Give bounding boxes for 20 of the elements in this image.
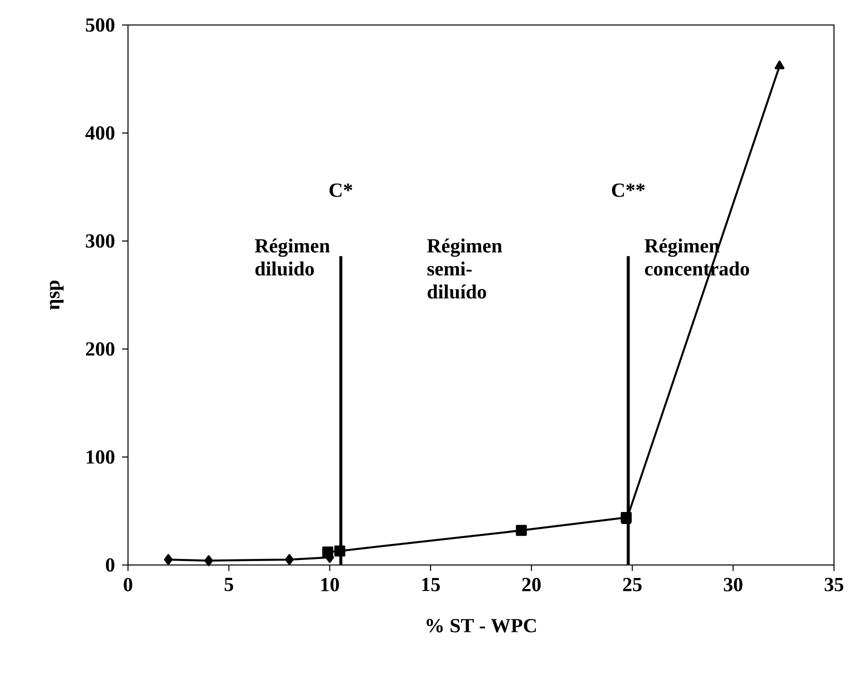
y-tick-label: 500 [86, 18, 114, 32]
y-tick-label: 400 [85, 126, 114, 140]
annotation: C* [330, 184, 352, 197]
y-tick-label: 300 [86, 234, 114, 248]
x-tick-label: 20 [522, 578, 541, 592]
y-tick-label: 200 [86, 342, 114, 356]
x-tick-label: 0 [124, 578, 132, 592]
y-tick-label: 0 [106, 558, 114, 572]
x-tick-label: 5 [224, 578, 234, 592]
y-axis-title: ηsp [50, 280, 64, 310]
x-tick-label: 30 [724, 578, 742, 592]
y-tick-label: 100 [86, 450, 114, 464]
annotation: C** [612, 184, 645, 197]
x-tick-label: 10 [321, 578, 339, 592]
x-axis-title: % ST - WPC [426, 618, 536, 632]
x-tick-label: 25 [623, 578, 642, 592]
x-tick-label: 15 [422, 578, 440, 592]
annotation: Régimen semi-diluído [427, 238, 502, 299]
annotation: Régimen diluido [254, 238, 330, 276]
x-tick-label: 35 [824, 578, 844, 592]
